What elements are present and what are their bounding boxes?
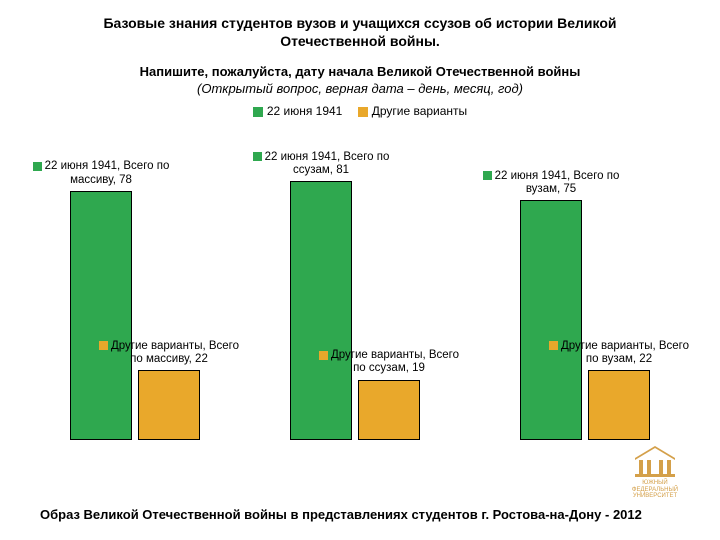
bar: [588, 370, 650, 440]
bar-label: 22 июня 1941, Всего по вузам, 75: [476, 170, 626, 196]
bar-label-text: 22 июня 1941, Всего по массиву, 78: [45, 160, 170, 185]
label-swatch-s1: [483, 171, 492, 180]
bar: [70, 191, 132, 441]
legend-swatch-s2: [358, 107, 368, 117]
bar-group: 22 июня 1941, Всего по массиву, 78Другие…: [70, 120, 250, 440]
label-swatch-s1: [253, 152, 262, 161]
bar: [290, 181, 352, 440]
bar: [358, 380, 420, 441]
bar-label-text: Другие варианты, Всего по вузам, 22: [561, 340, 689, 365]
university-logo: ЮЖНЫЙ ФЕДЕРАЛЬНЫЙ УНИВЕРСИТЕТ: [620, 444, 690, 500]
chart-subnote: (Открытый вопрос, верная дата – день, ме…: [0, 79, 720, 104]
legend: 22 июня 1941 Другие варианты: [0, 104, 720, 120]
bar-label-text: Другие варианты, Всего по массиву, 22: [111, 340, 239, 365]
label-swatch-s2: [319, 351, 328, 360]
logo-text: ЮЖНЫЙ ФЕДЕРАЛЬНЫЙ УНИВЕРСИТЕТ: [632, 480, 678, 499]
bar-label: 22 июня 1941, Всего по ссузам, 81: [246, 151, 396, 177]
bar-label: 22 июня 1941, Всего по массиву, 78: [26, 160, 176, 186]
footer-text: Образ Великой Отечественной войны в пред…: [40, 507, 642, 522]
chart-area: 22 июня 1941, Всего по массиву, 78 Другие…: [30, 120, 690, 440]
bar-label: Другие варианты, Всего по вузам, 22: [544, 340, 694, 366]
bar: [138, 370, 200, 440]
bar-label-text: 22 июня 1941, Всего по ссузам, 81: [265, 151, 390, 176]
label-swatch-s2: [99, 341, 108, 350]
bar: [520, 200, 582, 440]
logo-icon: [635, 444, 675, 478]
bar-label: Другие варианты, Всего по массиву, 22: [94, 340, 244, 366]
legend-item-s2: Другие варианты: [358, 104, 467, 118]
legend-label-s1: 22 июня 1941: [267, 104, 343, 118]
bar-label-text: 22 июня 1941, Всего по вузам, 75: [495, 170, 620, 195]
label-swatch-s2: [549, 341, 558, 350]
chart-subtitle: Напишите, пожалуйста, дату начала Велико…: [0, 54, 720, 79]
bar-group: 22 июня 1941, Всего по вузам, 75Другие в…: [520, 120, 700, 440]
bar-label: Другие варианты, Всего по ссузам, 19: [314, 349, 464, 375]
bar-label-text: Другие варианты, Всего по ссузам, 19: [331, 349, 459, 374]
chart-title: Базовые знания студентов вузов и учащихс…: [0, 0, 720, 54]
legend-swatch-s1: [253, 107, 263, 117]
bar-group: 22 июня 1941, Всего по ссузам, 81Другие …: [290, 120, 470, 440]
label-swatch-s1: [33, 162, 42, 171]
legend-label-s2: Другие варианты: [372, 104, 467, 118]
legend-item-s1: 22 июня 1941: [253, 104, 343, 118]
